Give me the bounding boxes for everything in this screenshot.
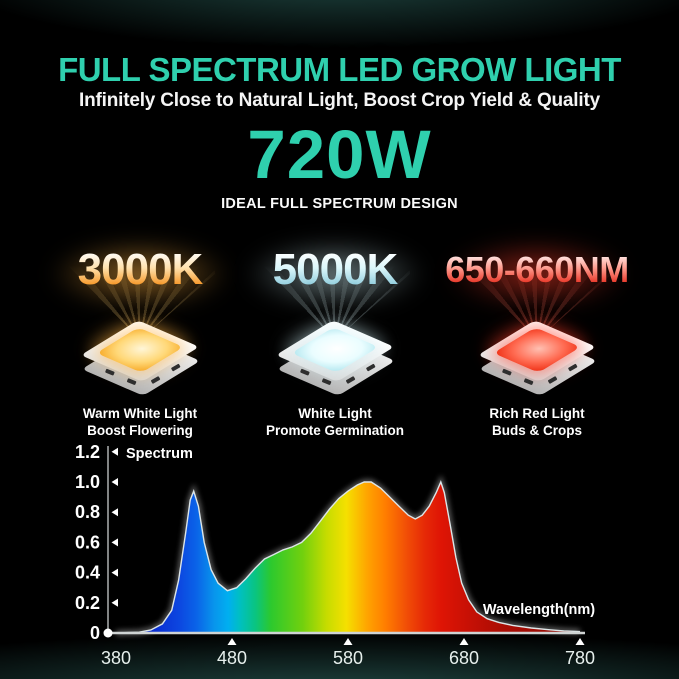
page-title: FULL SPECTRUM LED GROW LIGHT: [58, 51, 621, 88]
x-tick-label: 680: [449, 648, 479, 668]
led-chip-warm: [40, 258, 240, 403]
caption-line2: Promote Germination: [265, 422, 405, 438]
led-chip-graphic: [77, 306, 202, 396]
feature-caption: Rich Red Light Buds & Crops: [437, 406, 637, 440]
x-tick-label: 780: [565, 648, 595, 668]
feature-650-660nm: 650-660NM Rich Red Light Buds & Crops: [437, 237, 637, 438]
caption-line1: Rich Red Light: [489, 406, 585, 421]
y-tick-label: 0.8: [75, 502, 100, 522]
tagline: IDEAL FULL SPECTRUM DESIGN: [221, 196, 458, 212]
x-tick-arrow: [459, 638, 469, 645]
y-tick-label: 0.6: [75, 532, 100, 552]
x-tick-label: 480: [217, 648, 247, 668]
led-chip-graphic: [272, 306, 397, 396]
x-tick-arrow: [343, 638, 353, 645]
x-tick-arrow: [227, 638, 237, 645]
y-tick-label: 0.4: [75, 563, 100, 583]
y-tick-arrow: [111, 447, 118, 456]
x-tick-arrow: [575, 638, 585, 645]
spectrum-chart: 0 0.2 0.4 0.6 0.8 1.0 1.2 380 480 580 680 780 Spectr…: [0, 436, 679, 679]
caption-line1: White Light: [298, 406, 372, 421]
top-ambient-glow: [0, 0, 679, 150]
x-tick-label: 580: [333, 648, 363, 668]
y-tick-arrow: [111, 598, 118, 607]
caption-line2: Buds & Crops: [491, 422, 582, 438]
y-tick-arrow: [111, 538, 118, 547]
spectrum-chart-svg: 0 0.2 0.4 0.6 0.8 1.0 1.2 380 480 580 680 780 Spectr…: [75, 442, 595, 668]
color-temp-value: 3000K: [40, 244, 240, 296]
y-tick-arrow: [111, 568, 118, 577]
color-temp-value: 5000K: [235, 244, 435, 296]
caption-line1: Warm White Light: [82, 406, 198, 421]
feature-caption: Warm White Light Boost Flowering: [40, 406, 240, 440]
led-chip-graphic: [474, 306, 599, 396]
feature-caption: White Light Promote Germination: [235, 406, 435, 440]
y-tick-label: 1.2: [75, 442, 100, 462]
spectrum-area: [116, 482, 580, 633]
x-tick-label: 380: [101, 648, 131, 668]
wattage-value: 720W: [247, 116, 432, 193]
chart-legend-label: Spectrum: [126, 446, 193, 462]
y-tick-arrow: [111, 478, 118, 486]
wavelength-value: 650-660NM: [437, 244, 637, 296]
caption-line2: Boost Flowering: [87, 422, 193, 438]
feature-3000k: 3000K Warm White Light Boost Flowering: [40, 237, 240, 438]
y-tick-label: 1.0: [75, 472, 100, 492]
y-tick-label: 0: [90, 623, 100, 643]
led-chip-white: [235, 258, 435, 403]
y-tick-arrow: [111, 508, 118, 517]
feature-columns: 3000K Warm White Light Boost Flowering: [0, 237, 679, 438]
led-chip-red: [437, 258, 637, 403]
subtitle: Infinitely Close to Natural Light, Boost…: [79, 90, 600, 111]
y-tick-label: 0.2: [75, 593, 100, 613]
feature-5000k: 5000K White Light Promote Germination: [235, 237, 435, 438]
x-axis-title: Wavelength(nm): [483, 602, 595, 618]
origin-dot: [103, 628, 113, 638]
spectrum-outline: [115, 480, 581, 634]
